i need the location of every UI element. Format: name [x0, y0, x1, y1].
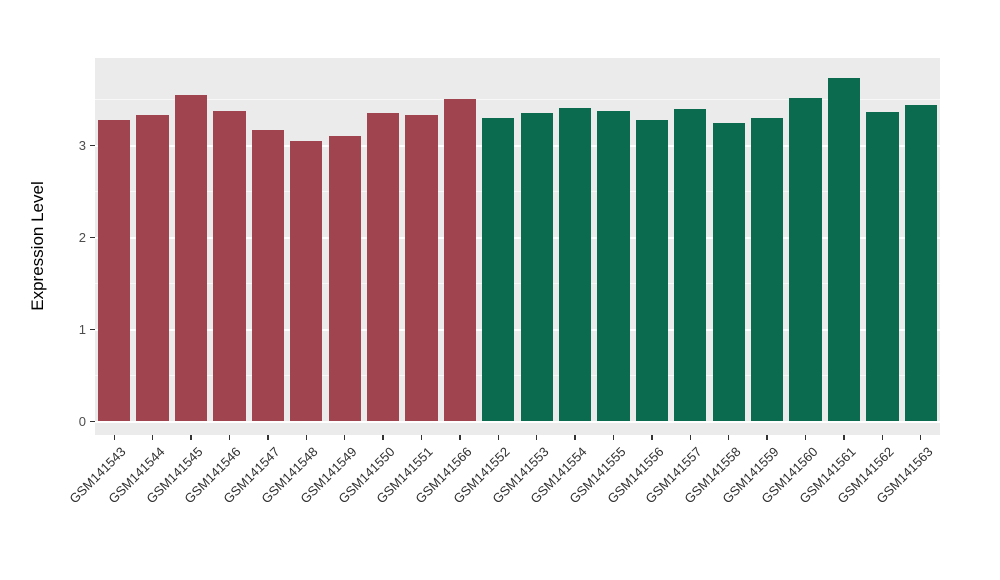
minor-gridline [95, 99, 940, 101]
bar-GSM141550 [366, 113, 400, 422]
minor-gridline [95, 283, 940, 284]
bar-GSM141557 [674, 108, 707, 422]
x-tick-mark [459, 435, 461, 440]
x-tick-mark [343, 435, 346, 440]
bar-GSM141560 [789, 98, 822, 422]
bar-GSM141553 [520, 113, 553, 422]
y-tick-mark [90, 328, 95, 330]
x-tick-mark [612, 435, 615, 440]
bar-GSM141561 [827, 78, 861, 422]
x-tick-mark [190, 435, 192, 440]
bar-GSM141544 [136, 115, 169, 422]
bar-GSM141546 [213, 111, 246, 422]
y-axis-title: Expression Level [28, 181, 47, 311]
bar-GSM141543 [98, 119, 131, 422]
y-tick-mark [90, 144, 95, 147]
minor-gridline [95, 375, 940, 376]
bar-GSM141559 [751, 117, 784, 422]
x-tick-mark [920, 435, 922, 440]
x-tick-mark [766, 435, 768, 440]
x-tick-mark [574, 435, 576, 440]
bar-GSM141547 [251, 129, 284, 422]
y-tick-label: 3 [78, 137, 86, 153]
bar-GSM141554 [558, 107, 592, 422]
bar-GSM141552 [482, 117, 515, 422]
chart-panel [95, 58, 940, 435]
y-tick-mark [90, 420, 95, 422]
y-tick-mark [90, 236, 95, 238]
x-tick-mark [536, 435, 538, 440]
x-tick-mark [881, 435, 884, 440]
y-tick-label: 0 [78, 413, 86, 429]
bar-GSM141562 [866, 112, 899, 422]
bar-GSM141563 [904, 104, 937, 422]
x-tick-mark [728, 435, 730, 440]
x-tick-mark [228, 435, 231, 440]
y-tick-label: 2 [78, 229, 86, 245]
bar-GSM141548 [290, 140, 323, 422]
x-tick-mark [382, 435, 384, 440]
x-tick-mark [420, 435, 423, 440]
minor-gridline [95, 191, 940, 193]
major-gridline [95, 421, 940, 423]
x-tick-mark [689, 435, 692, 440]
x-tick-mark [843, 435, 845, 440]
x-tick-mark [497, 435, 499, 440]
bar-GSM141549 [328, 136, 361, 422]
bar-GSM141556 [635, 119, 669, 422]
bar-GSM141545 [174, 94, 208, 422]
major-gridline [95, 145, 940, 147]
major-gridline [95, 329, 940, 331]
y-tick-label: 1 [78, 321, 86, 337]
bar-GSM141555 [597, 111, 630, 422]
x-tick-mark [113, 435, 115, 440]
bar-GSM141566 [443, 99, 476, 422]
bar-GSM141551 [405, 115, 438, 422]
x-tick-mark [651, 435, 653, 440]
x-tick-mark [151, 435, 154, 440]
major-gridline [95, 237, 940, 239]
bar-GSM141558 [712, 123, 745, 422]
x-tick-mark [267, 435, 269, 440]
x-tick-mark [305, 435, 307, 440]
x-tick-mark [804, 435, 807, 440]
